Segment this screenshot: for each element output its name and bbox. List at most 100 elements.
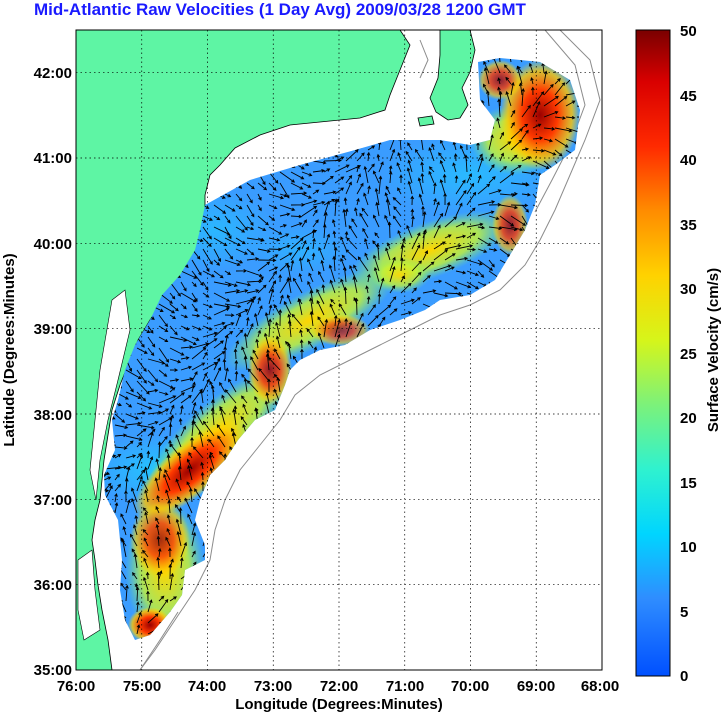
velocity-arrow (543, 127, 556, 131)
velocity-arrow (131, 498, 138, 514)
velocity-arrow (388, 170, 393, 184)
velocity-arrow (411, 232, 421, 250)
lon-tick-label: 72:00 (320, 678, 358, 695)
velocity-arrow (257, 284, 267, 294)
velocity-arrow (194, 410, 204, 426)
velocity-arrow (202, 259, 210, 273)
velocity-arrow (364, 252, 369, 261)
velocity-arrow (213, 292, 231, 302)
velocity-arrow (213, 357, 221, 371)
velocity-arrow (433, 249, 449, 261)
velocity-arrow (257, 276, 264, 283)
velocity-arrow (356, 173, 362, 184)
velocity-arrow (224, 367, 229, 382)
velocity-arrow (384, 192, 391, 206)
velocity-arrow (213, 204, 227, 214)
velocity-arrow (497, 98, 501, 118)
velocity-arrow (389, 296, 397, 305)
velocity-arrow (317, 332, 325, 349)
velocity-arrow (367, 145, 376, 151)
velocity-arrow (257, 237, 265, 242)
velocity-arrow (191, 292, 198, 302)
velocity-arrow (156, 556, 160, 569)
velocity-arrow (367, 304, 376, 316)
velocity-arrow (180, 541, 188, 558)
velocity-arrow (202, 338, 218, 349)
velocity-arrow (257, 182, 268, 191)
velocity-arrow (433, 201, 440, 217)
velocity-arrow (158, 435, 168, 448)
velocity-arrow (224, 237, 241, 247)
velocity-arrow (565, 115, 576, 120)
velocity-arrow (213, 303, 231, 309)
velocity-arrow (521, 182, 530, 186)
velocity-arrow (477, 183, 491, 195)
velocity-arrow (499, 215, 515, 227)
velocity-arrow (188, 451, 193, 459)
velocity-arrow (466, 270, 479, 277)
velocity-arrow (158, 467, 162, 481)
velocity-arrow (400, 257, 404, 272)
velocity-arrow (235, 215, 248, 231)
velocity-arrow (332, 255, 336, 272)
velocity-arrow (246, 323, 254, 338)
velocity-arrow (455, 202, 463, 217)
velocity-arrow (235, 329, 244, 338)
velocity-arrow (488, 189, 502, 195)
velocity-arrow (164, 469, 171, 481)
velocity-arrow (257, 258, 277, 263)
velocity-arrow (343, 286, 348, 305)
velocity-arrow (233, 348, 238, 360)
velocity-arrow (357, 256, 369, 272)
velocity-arrow (466, 259, 483, 266)
velocity-arrow (133, 553, 138, 569)
velocity-arrow (290, 237, 304, 250)
velocity-arrow (374, 187, 380, 206)
velocity-arrow (243, 355, 248, 371)
velocity-arrow (202, 351, 208, 360)
velocity-arrow (257, 261, 271, 272)
velocity-arrow (407, 142, 413, 151)
velocity-arrow (209, 451, 215, 459)
velocity-arrow (283, 300, 292, 316)
velocity-arrow (147, 599, 153, 613)
velocity-arrow (576, 105, 580, 110)
velocity-arrow (180, 365, 193, 371)
velocity-arrow (114, 433, 128, 438)
velocity-arrow (453, 153, 458, 162)
velocity-arrow (299, 339, 304, 349)
velocity-arrow (165, 536, 171, 547)
velocity-arrow (466, 191, 477, 206)
velocity-arrow (176, 530, 182, 547)
velocity-arrow (307, 258, 314, 272)
velocity-arrow (291, 313, 303, 327)
velocity-arrow (252, 349, 259, 360)
velocity-arrow (120, 513, 127, 525)
velocity-arrow (499, 165, 508, 173)
velocity-arrow (169, 404, 175, 415)
velocity-arrow (267, 378, 271, 393)
velocity-arrow (532, 91, 545, 107)
velocity-arrow (374, 232, 380, 239)
velocity-arrow (202, 362, 218, 371)
velocity-arrow (312, 200, 326, 206)
velocity-arrow (241, 346, 248, 360)
velocity-arrow (477, 225, 486, 230)
velocity-arrow (191, 281, 197, 288)
colorbar-tick-label: 10 (680, 539, 697, 556)
velocity-arrow (345, 249, 358, 261)
velocity-arrow (202, 372, 208, 382)
lat-tick-label: 36:00 (34, 577, 72, 594)
colorbar-tick-label: 0 (680, 668, 688, 685)
velocity-arrow (235, 259, 244, 264)
velocity-arrow (143, 557, 149, 569)
velocity-arrow (158, 314, 168, 328)
velocity-arrow (532, 148, 545, 153)
velocity-arrow (344, 230, 349, 239)
velocity-arrow (521, 129, 529, 140)
velocity-arrow (104, 482, 112, 492)
cape-cod-land (429, 30, 476, 121)
lon-tick-label: 76:00 (57, 678, 95, 695)
velocity-arrow (267, 356, 281, 371)
velocity-arrow (246, 257, 260, 261)
